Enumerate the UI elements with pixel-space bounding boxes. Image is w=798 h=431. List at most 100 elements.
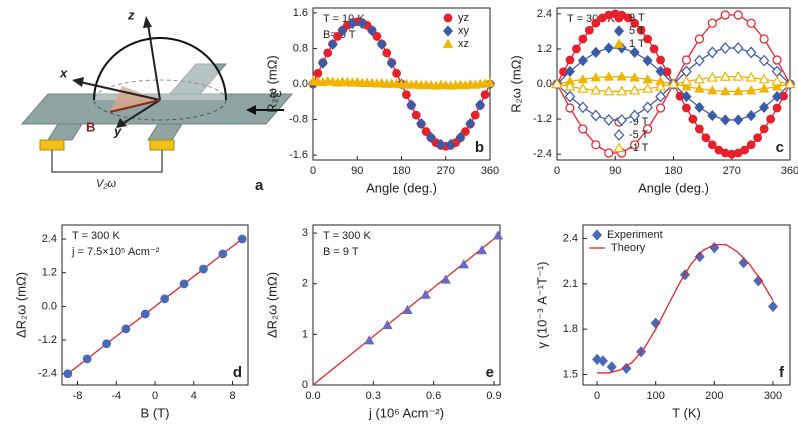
marker <box>759 34 769 44</box>
legend-label: 1 T <box>629 38 645 50</box>
annotation: B = 9 T <box>323 246 359 258</box>
marker <box>218 249 228 259</box>
panel-label: b <box>475 139 484 156</box>
y-axis-label: R₂ω (mΩ) <box>264 55 279 112</box>
marker <box>480 90 490 100</box>
marker <box>720 10 730 20</box>
marker <box>701 133 711 143</box>
marker <box>323 48 333 58</box>
arrow-head <box>246 105 256 115</box>
marker <box>623 13 633 23</box>
legend-label: Theory <box>611 242 646 254</box>
marker <box>333 32 342 41</box>
y-axis-label: ΔR₂ω (mΩ) <box>13 272 28 338</box>
marker <box>681 55 692 65</box>
marker <box>402 304 413 314</box>
marker <box>642 82 654 93</box>
marker <box>732 70 744 81</box>
marker <box>733 114 744 126</box>
panel-label: d <box>233 364 242 381</box>
marker <box>693 73 705 84</box>
y-tick-label: 1.2 <box>42 267 57 279</box>
marker <box>681 81 692 91</box>
z-axis <box>147 23 161 101</box>
marker <box>440 274 451 284</box>
marker <box>680 75 692 86</box>
annotation: T = 300 K <box>323 230 371 242</box>
pad <box>47 123 83 141</box>
x-axis-label: B (T) <box>141 405 170 420</box>
marker <box>642 74 653 84</box>
marker <box>746 109 757 122</box>
marker <box>643 124 653 134</box>
marker <box>465 117 476 130</box>
marker <box>577 82 589 93</box>
marker <box>578 124 588 134</box>
y-tick-label: 2.4 <box>563 232 578 244</box>
y-tick-label: 1.8 <box>563 323 578 335</box>
marker <box>584 25 594 35</box>
x-axis-label: Angle (deg.) <box>366 180 437 195</box>
contact <box>39 139 65 151</box>
marker <box>745 85 757 95</box>
marker <box>382 319 393 330</box>
series-line <box>597 243 774 374</box>
voltage-label: V₂ω <box>96 178 117 190</box>
x-tick-label: 4 <box>191 390 197 402</box>
marker <box>313 68 323 78</box>
marker <box>597 355 608 367</box>
marker <box>603 85 615 96</box>
marker <box>694 251 705 263</box>
marker <box>577 55 588 67</box>
marker <box>629 46 640 59</box>
marker <box>337 25 348 37</box>
schematic: z x y B Iω V₂ω a <box>20 7 294 194</box>
x-tick-label: 180 <box>664 165 682 177</box>
panel-label: a <box>255 177 264 194</box>
y-tick-label: 0.0 <box>293 78 308 90</box>
marker <box>630 18 640 28</box>
legend-marker <box>591 229 603 241</box>
marker <box>420 289 431 299</box>
x-tick-label: 300 <box>764 390 782 402</box>
arrow-head <box>143 16 152 28</box>
marker <box>470 110 480 120</box>
hemisphere <box>93 37 227 101</box>
x-tick-label: 360 <box>781 165 798 177</box>
marker <box>565 55 575 65</box>
marker <box>767 300 779 313</box>
marker <box>720 114 731 126</box>
marker <box>753 133 763 143</box>
marker <box>603 42 614 54</box>
x-tick-label: 0 <box>594 390 600 402</box>
marker <box>694 101 705 113</box>
legend-marker <box>614 13 624 23</box>
marker <box>140 309 150 319</box>
legend-marker <box>613 129 625 141</box>
marker <box>707 109 718 122</box>
y-tick-label: 2.4 <box>42 233 57 245</box>
marker <box>577 101 589 114</box>
marker <box>745 46 757 59</box>
legend-label: 5 T <box>629 25 645 37</box>
marker <box>411 110 421 120</box>
marker <box>746 140 756 150</box>
marker <box>476 245 488 255</box>
y-tick-label: 0.8 <box>293 42 308 54</box>
marker <box>771 75 783 86</box>
marker <box>376 38 387 51</box>
pad <box>147 123 183 141</box>
marker <box>733 85 744 96</box>
arrow-head <box>116 118 127 128</box>
marker <box>719 70 731 81</box>
y-axis <box>121 99 161 125</box>
y-tick-label: 2.1 <box>563 278 578 290</box>
marker <box>366 25 378 37</box>
marker <box>655 90 666 103</box>
marker <box>402 90 411 100</box>
marker <box>616 114 628 126</box>
y-tick-label: 0.0 <box>537 78 552 90</box>
marker <box>771 81 783 91</box>
marker <box>604 148 614 158</box>
legend-marker <box>442 38 454 48</box>
